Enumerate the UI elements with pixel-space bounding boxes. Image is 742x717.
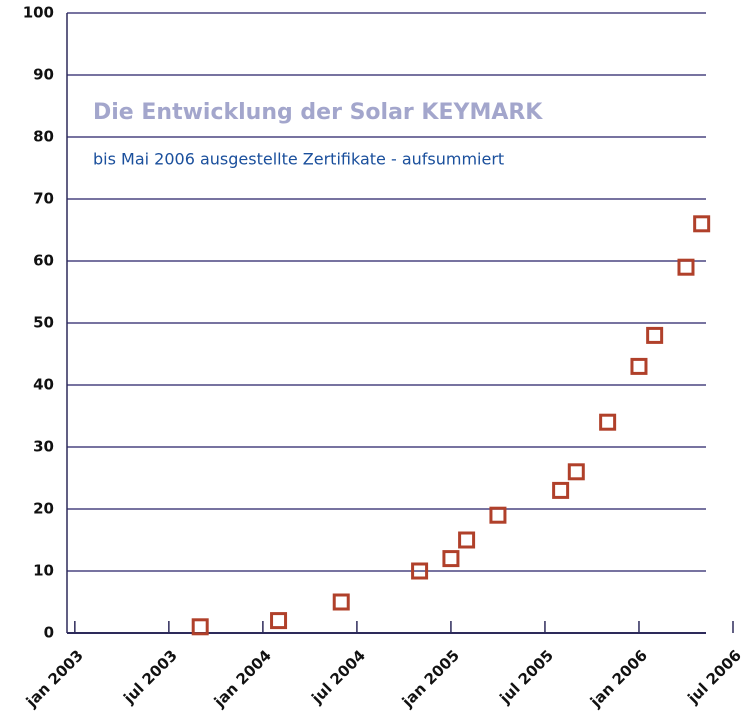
marker [630,357,648,375]
y-tick-label: 30 [33,438,54,456]
x-tick-label: jul 2005 [495,646,556,707]
marker [442,550,460,568]
x-tick-label: jan 2003 [22,646,87,711]
x-tick-label: jan 2006 [586,646,651,711]
x-tick-label: jul 2004 [307,646,368,707]
y-tick-label: 90 [33,66,54,84]
marker [411,562,429,580]
x-tick-label: jan 2005 [398,646,463,711]
chart-subtitle: bis Mai 2006 ausgestellte Zertifikate - … [93,150,504,169]
marker [677,258,695,276]
marker [567,463,585,481]
y-tick-label: 40 [33,376,54,394]
marker [270,612,288,630]
y-tick-label: 100 [23,4,54,22]
y-tick-label: 50 [33,314,54,332]
y-tick-label: 80 [33,128,54,146]
marker [646,326,664,344]
marker [489,506,507,524]
y-tick-label: 10 [33,562,54,580]
y-tick-label: 70 [33,190,54,208]
y-tick-label: 0 [44,624,54,642]
marker [191,618,209,636]
marker [458,531,476,549]
marker [552,481,570,499]
x-tick-label: jan 2004 [210,646,275,711]
marker [693,215,711,233]
chart-title: Die Entwicklung der Solar KEYMARK [93,100,543,125]
x-tick-label: jul 2003 [119,646,180,707]
marker [332,593,350,611]
y-tick-label: 60 [33,252,54,270]
x-tick-label: jul 2006 [684,646,742,707]
marker [599,413,617,431]
y-tick-label: 20 [33,500,54,518]
